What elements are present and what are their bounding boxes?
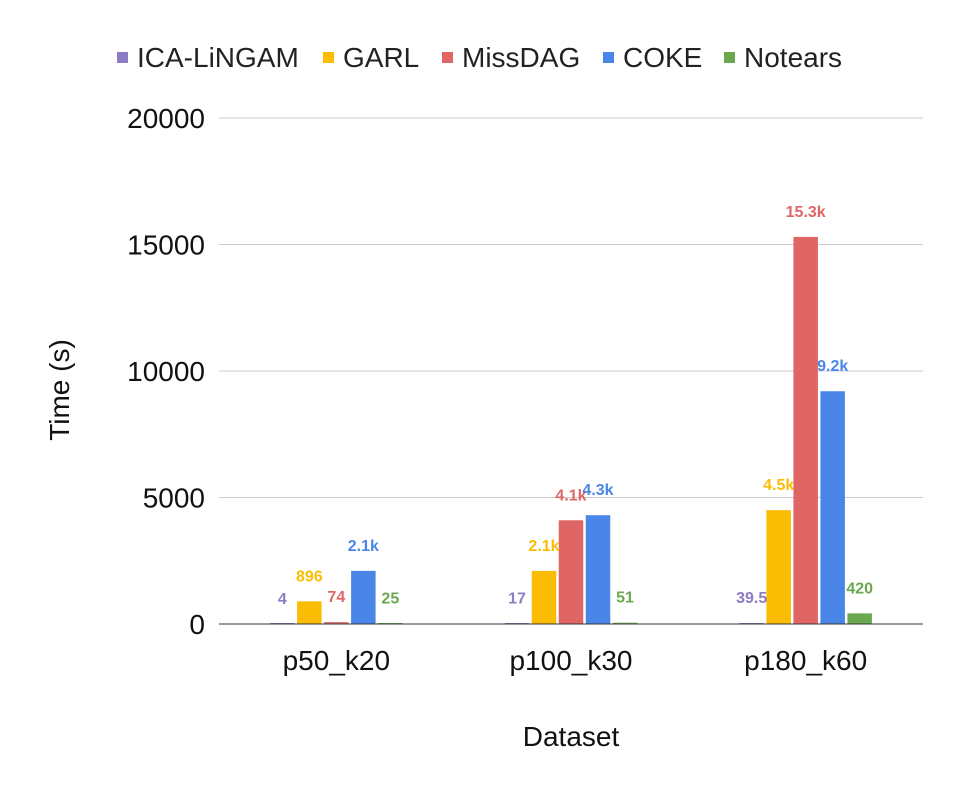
data-label-garl-p50_k20: 896: [296, 568, 323, 585]
data-label-garl-p100_k30: 2.1k: [528, 538, 559, 555]
data-label-missdag-p100_k30: 4.1k: [555, 487, 586, 504]
data-label-garl-p180_k60: 4.5k: [763, 477, 794, 494]
legend-swatch-ica-lingam: [117, 52, 128, 63]
data-label-coke-p100_k30: 4.3k: [582, 482, 613, 499]
x-axis-ticks: p50_k20 p100_k30 p180_k60: [283, 645, 868, 676]
data-label-missdag-p50_k20: 74: [327, 589, 345, 606]
legend-swatch-notears: [724, 52, 735, 63]
legend-label-garl: GARL: [343, 42, 419, 73]
bar-missdag-p180_k60: [793, 236, 818, 624]
x-tick-label: p50_k20: [283, 645, 390, 676]
x-tick-label: p180_k60: [744, 645, 867, 676]
legend-swatch-coke: [603, 52, 614, 63]
data-label-ica-lingam-p100_k30: 17: [508, 591, 526, 608]
x-axis-title: Dataset: [523, 721, 620, 752]
bar-notears-p180_k60: [847, 613, 872, 624]
y-axis-ticks: 0 5000 10000 15000 20000: [127, 103, 205, 640]
bar-coke-p100_k30: [585, 515, 611, 624]
bar-missdag-p100_k30: [558, 520, 584, 624]
data-label-notears-p100_k30: 51: [616, 590, 634, 607]
data-label-coke-p180_k60: 9.2k: [817, 358, 848, 375]
bar-notears-p100_k30: [612, 622, 638, 624]
legend-label-ica-lingam: ICA-LiNGAM: [137, 42, 299, 73]
legend-swatch-garl: [323, 52, 334, 63]
data-label-coke-p50_k20: 2.1k: [348, 538, 379, 555]
legend-swatch-missdag: [442, 52, 453, 63]
y-tick-label: 15000: [127, 230, 205, 261]
data-label-notears-p50_k20: 25: [381, 590, 399, 607]
legend-label-notears: Notears: [744, 42, 842, 73]
y-tick-label: 10000: [127, 356, 205, 387]
y-tick-label: 5000: [143, 483, 205, 514]
legend: ICA-LiNGAM GARL MissDAG COKE Notears: [117, 42, 842, 73]
bar-coke-p50_k20: [351, 570, 376, 624]
legend-label-coke: COKE: [623, 42, 702, 73]
y-tick-label: 20000: [127, 103, 205, 134]
data-label-ica-lingam-p50_k20: 4: [278, 591, 287, 608]
legend-label-missdag: MissDAG: [462, 42, 580, 73]
bar-missdag-p50_k20: [324, 622, 349, 624]
bar-garl-p180_k60: [766, 510, 791, 624]
data-label-missdag-p180_k60: 15.3k: [786, 204, 826, 221]
data-label-ica-lingam-p180_k60: 39.5: [736, 590, 767, 607]
x-tick-label: p100_k30: [509, 645, 632, 676]
y-tick-label: 0: [189, 609, 205, 640]
bar-garl-p100_k30: [531, 570, 557, 624]
bar-garl-p50_k20: [297, 601, 322, 624]
bar-coke-p180_k60: [820, 391, 845, 624]
bars: [270, 236, 872, 624]
y-axis-title: Time (s): [44, 339, 75, 441]
data-label-notears-p180_k60: 420: [846, 580, 873, 597]
